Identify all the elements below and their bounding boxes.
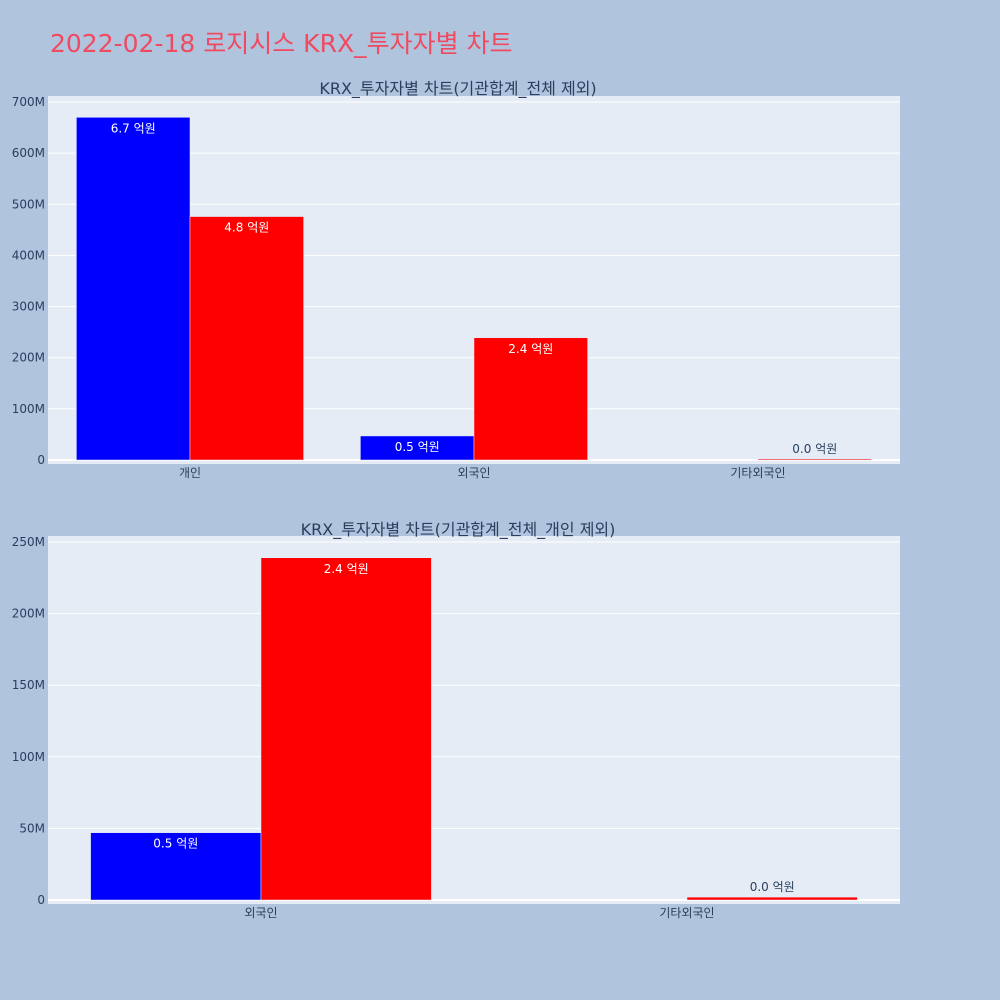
data-label: 0.0 억원: [792, 442, 837, 456]
x-tick-label: 기타외국인: [659, 906, 714, 920]
data-label: 0.0 억원: [750, 880, 795, 894]
bar: [686, 896, 858, 901]
x-tick-label: 외국인: [457, 466, 490, 480]
bar: [189, 216, 304, 461]
y-tick-label: 100M: [12, 750, 45, 764]
y-tick-label: 100M: [12, 402, 45, 416]
data-label: 6.7 억원: [111, 121, 156, 135]
x-tick-label: 개인: [179, 466, 201, 480]
chart-title: KRX_투자자별 차트(기관합계_전체 제외): [319, 79, 596, 99]
x-tick-label: 외국인: [244, 906, 277, 920]
y-tick-label: 200M: [12, 351, 45, 365]
x-tick-label: 기타외국인: [730, 466, 785, 480]
chart-investor-excl-individual: KRX_투자자별 차트(기관합계_전체_개인 제외) 0 50M 100M 150M 20…: [12, 520, 900, 920]
page-title: 2022-02-18 로지시스 KRX_투자자별 차트: [50, 29, 513, 58]
y-tick-label: 0: [37, 893, 45, 907]
data-label: 2.4 억원: [508, 342, 553, 356]
data-label: 4.8 억원: [224, 221, 269, 235]
y-tick-label: 500M: [12, 197, 45, 211]
y-tick-label: 50M: [19, 821, 45, 835]
y-tick-label: 300M: [12, 300, 45, 314]
y-tick-label: 600M: [12, 146, 45, 160]
bar: [90, 832, 262, 901]
y-tick-label: 200M: [12, 607, 45, 621]
data-label: 2.4 억원: [324, 562, 369, 576]
data-label: 0.5 억원: [153, 837, 198, 851]
y-tick-label: 400M: [12, 248, 45, 262]
bar: [473, 337, 588, 461]
y-tick-label: 700M: [12, 95, 45, 109]
bar: [757, 458, 872, 461]
bar: [76, 117, 191, 461]
y-tick-label: 150M: [12, 678, 45, 692]
data-label: 0.5 억원: [395, 440, 440, 454]
y-tick-label: 250M: [12, 535, 45, 549]
chart-title: KRX_투자자별 차트(기관합계_전체_개인 제외): [301, 520, 616, 540]
chart-investor-all: KRX_투자자별 차트(기관합계_전체 제외) 0 100M 200M 300M 400M…: [12, 79, 900, 480]
y-tick-label: 0: [37, 453, 45, 467]
bar: [260, 557, 432, 901]
